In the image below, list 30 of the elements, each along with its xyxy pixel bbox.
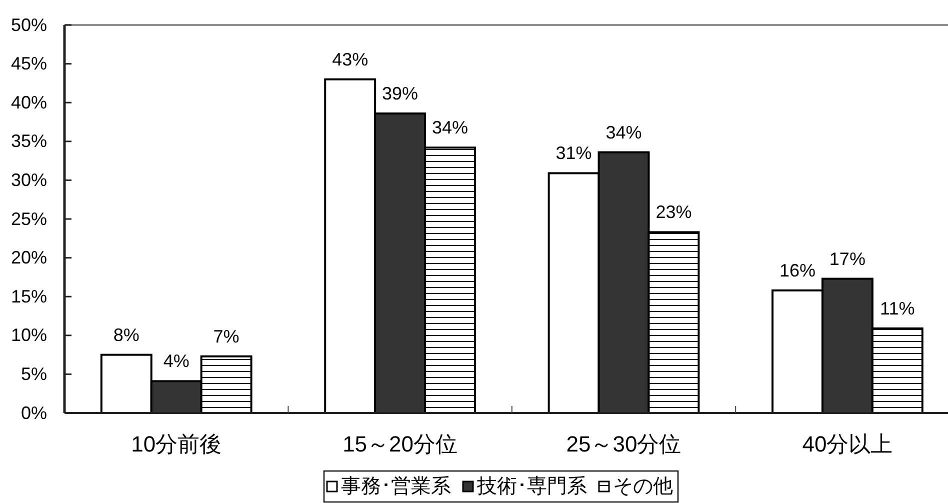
- data-label: 7%: [213, 326, 240, 346]
- data-label: 11%: [880, 298, 915, 318]
- y-tick-label: 15%: [10, 286, 47, 306]
- y-tick-label: 10%: [10, 325, 47, 346]
- y-tick-label: 40%: [10, 92, 47, 112]
- legend-label: 事務･営業系: [341, 476, 451, 498]
- data-label: 31%: [556, 143, 592, 164]
- y-tick-label: 0%: [20, 402, 47, 423]
- x-tick-label: 40分以上: [802, 432, 893, 456]
- data-label: 43%: [332, 49, 368, 70]
- data-label: 17%: [829, 248, 866, 269]
- legend-label: 技術･専門系: [476, 476, 587, 498]
- y-tick-label: 25%: [10, 208, 47, 229]
- data-label: 34%: [606, 122, 642, 142]
- data-label: 16%: [779, 260, 816, 280]
- legend-label: その他: [613, 476, 673, 498]
- data-label: 39%: [382, 83, 418, 104]
- data-label: 4%: [163, 351, 190, 372]
- data-label: 23%: [656, 202, 692, 222]
- y-tick-label: 50%: [10, 14, 47, 35]
- x-tick-label: 25～30分位: [566, 432, 682, 456]
- data-label: 34%: [432, 118, 468, 138]
- y-tick-label: 45%: [10, 54, 47, 74]
- y-tick-label: 35%: [10, 131, 47, 152]
- data-label: 8%: [113, 324, 140, 345]
- x-tick-label: 15～20分位: [342, 432, 458, 456]
- x-tick-label: 10分前後: [131, 432, 222, 456]
- y-tick-label: 5%: [20, 364, 47, 384]
- y-tick-label: 20%: [10, 248, 47, 268]
- y-tick-label: 30%: [10, 170, 47, 190]
